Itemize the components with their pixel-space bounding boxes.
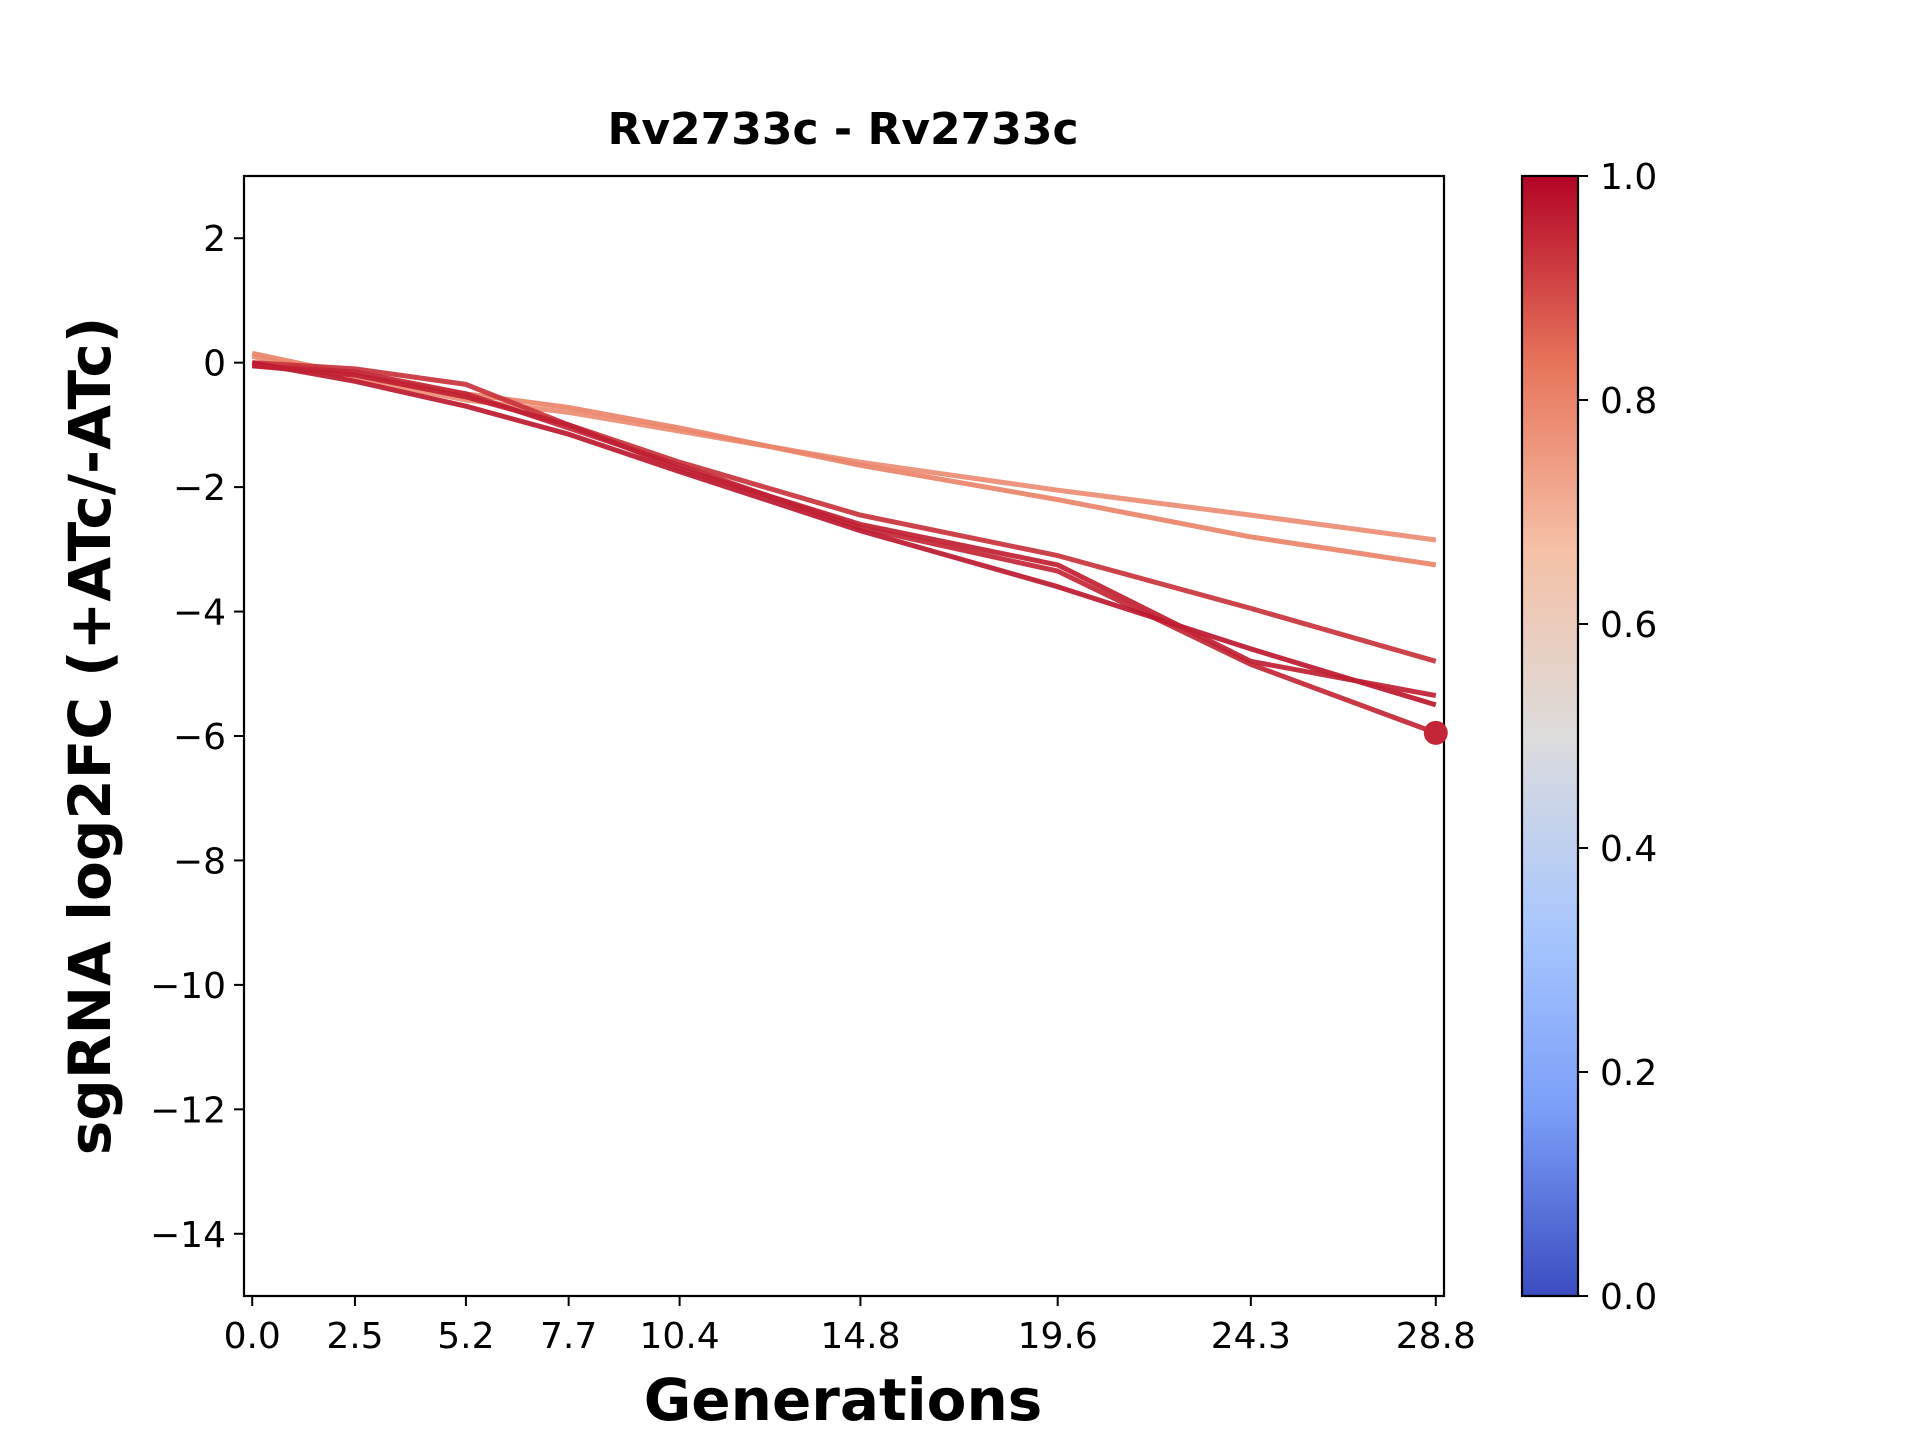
x-axis-ticks: 0.0 2.5 5.2 7.7 10.4 14.8 19.6 24.3 28.8 bbox=[224, 1296, 1476, 1357]
series-line-1 bbox=[251, 353, 1437, 543]
y-tick-label: −2 bbox=[173, 468, 226, 509]
x-tick-label: 7.7 bbox=[540, 1316, 597, 1357]
x-axis-label: Generations bbox=[644, 1366, 1043, 1434]
colorbar-tick-label: 0.4 bbox=[1600, 829, 1657, 870]
y-tick-label: −6 bbox=[173, 717, 226, 758]
x-tick-label: 14.8 bbox=[820, 1316, 900, 1357]
x-tick-label: 5.2 bbox=[437, 1316, 494, 1357]
series-line-3 bbox=[252, 360, 1437, 664]
colorbar-tick-label: 0.6 bbox=[1600, 605, 1657, 646]
x-tick-label: 2.5 bbox=[326, 1316, 383, 1357]
y-tick-label: −8 bbox=[173, 841, 226, 882]
x-tick-label: 19.6 bbox=[1018, 1316, 1098, 1357]
series-layer bbox=[251, 350, 1448, 745]
x-tick-label: 10.4 bbox=[640, 1316, 720, 1357]
colorbar-tick-label: 0.8 bbox=[1600, 381, 1657, 422]
plot-frame bbox=[242, 174, 1446, 1298]
colorbar: 1.0 0.8 0.6 0.4 0.2 0.0 bbox=[1520, 157, 1657, 1318]
y-axis-ticks: 2 0 −2 −4 −6 −8 −10 −12 −14 bbox=[150, 219, 244, 1256]
series-line-5 bbox=[251, 360, 1437, 708]
y-tick-label: 2 bbox=[203, 219, 226, 260]
y-tick-label: −12 bbox=[150, 1090, 226, 1131]
x-tick-label: 24.3 bbox=[1211, 1316, 1291, 1357]
colorbar-ticks: 1.0 0.8 0.6 0.4 0.2 0.0 bbox=[1578, 157, 1657, 1318]
y-axis-label: sgRNA log2FC (+ATc/-ATc) bbox=[56, 317, 124, 1155]
chart-title: Rv2733c - Rv2733c bbox=[607, 104, 1078, 155]
colorbar-gradient bbox=[1520, 174, 1580, 1298]
y-tick-label: −10 bbox=[150, 966, 226, 1007]
x-tick-label: 28.8 bbox=[1396, 1316, 1476, 1357]
series-line-6 bbox=[251, 363, 1437, 699]
y-tick-label: −14 bbox=[150, 1215, 226, 1256]
y-tick-label: 0 bbox=[203, 344, 226, 385]
plot-area: 0.0 2.5 5.2 7.7 10.4 14.8 19.6 24.3 28.8 2 0 −2 −4 −… bbox=[150, 174, 1476, 1357]
endpoint-marker bbox=[1423, 720, 1448, 745]
series-line-4 bbox=[252, 363, 1437, 736]
colorbar-tick-label: 1.0 bbox=[1600, 157, 1657, 198]
colorbar-tick-label: 0.2 bbox=[1600, 1053, 1657, 1094]
colorbar-tick-label: 0.0 bbox=[1600, 1277, 1657, 1318]
x-tick-label: 0.0 bbox=[224, 1316, 281, 1357]
y-tick-label: −4 bbox=[173, 593, 226, 634]
